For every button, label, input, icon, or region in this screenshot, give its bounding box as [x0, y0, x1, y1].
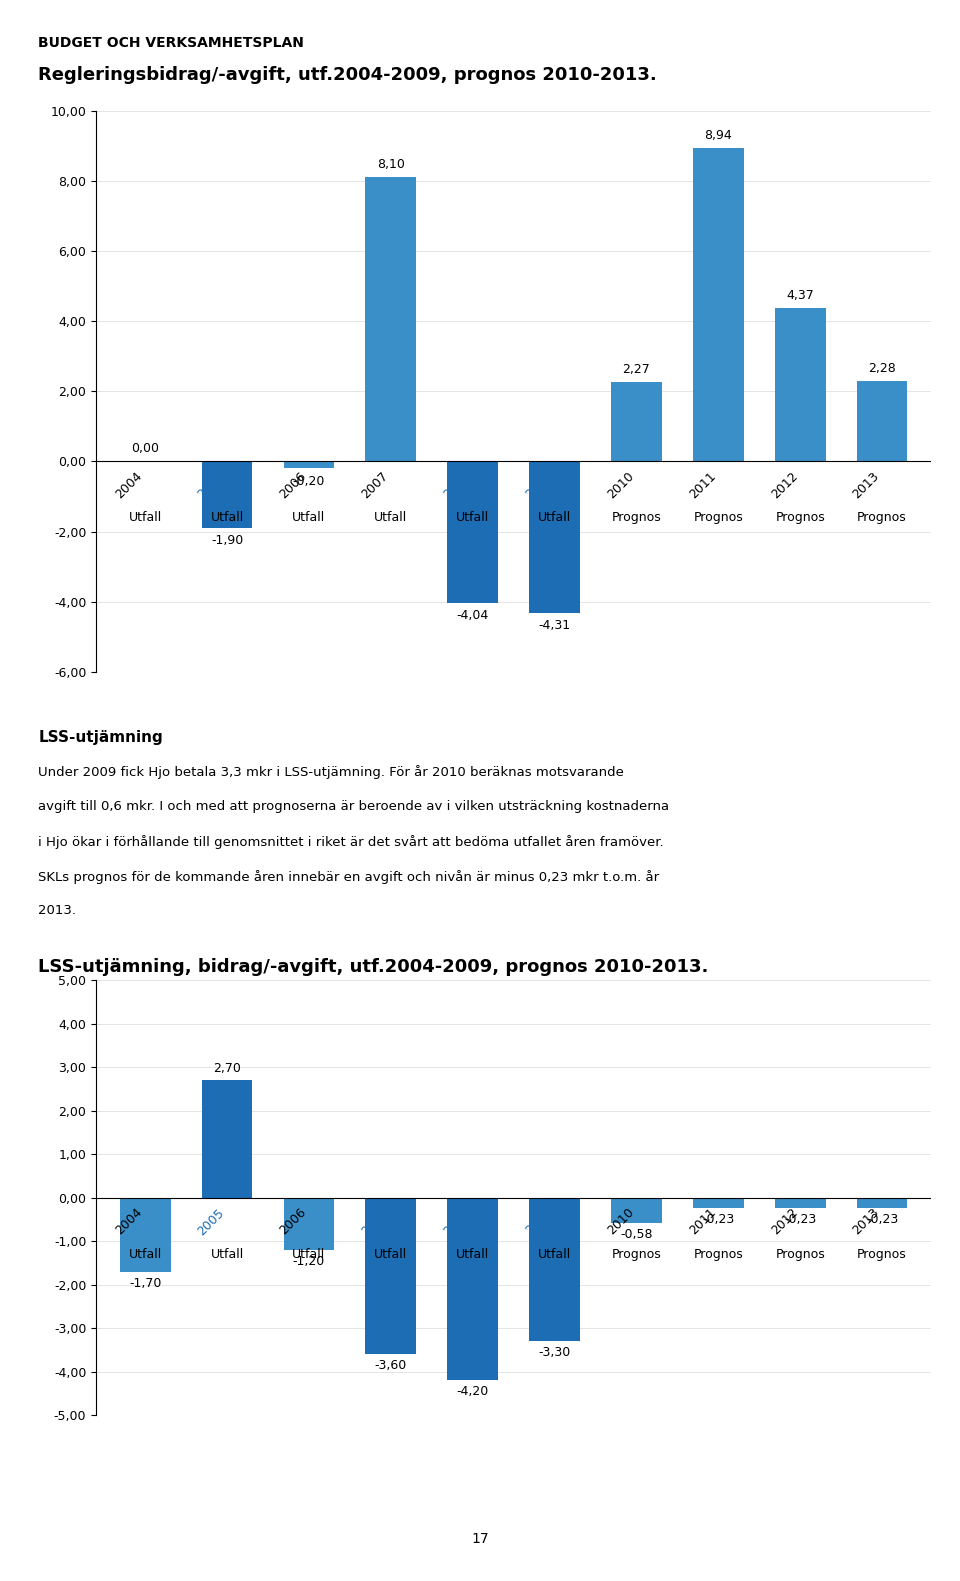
Text: -0,58: -0,58: [620, 1228, 653, 1241]
Bar: [202, 462, 252, 528]
Bar: [612, 1198, 661, 1222]
Text: 2013: 2013: [851, 470, 882, 501]
Text: Utfall: Utfall: [292, 512, 325, 525]
Text: Prognos: Prognos: [776, 1247, 825, 1260]
Text: -0,23: -0,23: [784, 1213, 816, 1225]
Text: -3,30: -3,30: [539, 1347, 570, 1360]
Text: 17: 17: [471, 1532, 489, 1546]
Text: -1,20: -1,20: [293, 1255, 325, 1268]
Text: Utfall: Utfall: [374, 1247, 407, 1260]
Text: 2,27: 2,27: [622, 362, 650, 376]
Text: -4,31: -4,31: [539, 618, 570, 632]
Text: 2,28: 2,28: [868, 362, 896, 375]
Text: Prognos: Prognos: [612, 512, 661, 525]
Text: Regleringsbidrag/-avgift, utf.2004-2009, prognos 2010-2013.: Regleringsbidrag/-avgift, utf.2004-2009,…: [38, 66, 658, 84]
Text: Utfall: Utfall: [129, 512, 161, 525]
Text: Prognos: Prognos: [693, 1247, 743, 1260]
Text: Prognos: Prognos: [857, 512, 907, 525]
Text: Prognos: Prognos: [612, 1247, 661, 1260]
Bar: [775, 1198, 826, 1208]
Bar: [202, 1080, 252, 1198]
Bar: [612, 383, 661, 462]
Bar: [120, 1198, 171, 1271]
Text: 2011: 2011: [686, 470, 718, 501]
Text: BUDGET OCH VERKSAMHETSPLAN: BUDGET OCH VERKSAMHETSPLAN: [38, 36, 304, 51]
Text: 2005: 2005: [195, 1206, 227, 1238]
Text: Utfall: Utfall: [456, 1247, 490, 1260]
Bar: [447, 1198, 498, 1380]
Text: 2009: 2009: [523, 1206, 555, 1238]
Text: 2010: 2010: [605, 470, 636, 501]
Bar: [447, 462, 498, 604]
Bar: [856, 1198, 907, 1208]
Text: Utfall: Utfall: [538, 512, 571, 525]
Text: Under 2009 fick Hjo betala 3,3 mkr i LSS-utjämning. För år 2010 beräknas motsvar: Under 2009 fick Hjo betala 3,3 mkr i LSS…: [38, 765, 624, 779]
Text: 2012: 2012: [769, 1206, 801, 1238]
Text: Prognos: Prognos: [693, 512, 743, 525]
Text: Utfall: Utfall: [129, 1247, 161, 1260]
Text: 2006: 2006: [277, 470, 309, 501]
Text: LSS-utjämning: LSS-utjämning: [38, 730, 163, 745]
Bar: [366, 177, 416, 462]
Text: 2010: 2010: [605, 1206, 636, 1238]
Text: -1,90: -1,90: [211, 534, 243, 547]
Text: Utfall: Utfall: [456, 512, 490, 525]
Bar: [693, 1198, 744, 1208]
Text: -0,23: -0,23: [702, 1213, 734, 1225]
Bar: [775, 308, 826, 462]
Text: -4,04: -4,04: [457, 610, 489, 623]
Text: 2005: 2005: [195, 470, 227, 501]
Text: Utfall: Utfall: [538, 1247, 571, 1260]
Bar: [529, 1198, 580, 1341]
Text: LSS-utjämning, bidrag/-avgift, utf.2004-2009, prognos 2010-2013.: LSS-utjämning, bidrag/-avgift, utf.2004-…: [38, 958, 708, 975]
Text: 4,37: 4,37: [786, 289, 814, 302]
Bar: [693, 149, 744, 462]
Text: -0,20: -0,20: [293, 474, 325, 489]
Text: 2,70: 2,70: [213, 1062, 241, 1075]
Text: 2007: 2007: [359, 470, 391, 501]
Text: 2013.: 2013.: [38, 904, 77, 917]
Text: 8,10: 8,10: [377, 158, 405, 171]
Text: 2012: 2012: [769, 470, 801, 501]
Bar: [529, 462, 580, 613]
Text: avgift till 0,6 mkr. I och med att prognoserna är beroende av i vilken utsträckn: avgift till 0,6 mkr. I och med att progn…: [38, 800, 669, 813]
Text: Utfall: Utfall: [292, 1247, 325, 1260]
Text: -3,60: -3,60: [374, 1360, 407, 1372]
Text: -4,20: -4,20: [457, 1385, 489, 1399]
Text: SKLs prognos för de kommande åren innebär en avgift och nivån är minus 0,23 mkr : SKLs prognos för de kommande åren innebä…: [38, 870, 660, 884]
Text: 2004: 2004: [113, 1206, 145, 1238]
Text: 8,94: 8,94: [705, 128, 732, 142]
Text: 2009: 2009: [523, 470, 555, 501]
Text: 2011: 2011: [686, 1206, 718, 1238]
Text: Utfall: Utfall: [210, 1247, 244, 1260]
Text: -0,23: -0,23: [866, 1213, 899, 1225]
Bar: [366, 1198, 416, 1353]
Text: 2004: 2004: [113, 470, 145, 501]
Text: Utfall: Utfall: [210, 512, 244, 525]
Text: -1,70: -1,70: [129, 1277, 161, 1290]
Text: 2008: 2008: [441, 470, 472, 501]
Text: 2006: 2006: [277, 1206, 309, 1238]
Text: i Hjo ökar i förhållande till genomsnittet i riket är det svårt att bedöma utfal: i Hjo ökar i förhållande till genomsnitt…: [38, 835, 664, 849]
Text: Prognos: Prognos: [776, 512, 825, 525]
Bar: [283, 1198, 334, 1249]
Text: 2013: 2013: [851, 1206, 882, 1238]
Text: 0,00: 0,00: [132, 443, 159, 455]
Bar: [856, 381, 907, 462]
Text: 2007: 2007: [359, 1206, 391, 1238]
Text: Utfall: Utfall: [374, 512, 407, 525]
Bar: [283, 462, 334, 468]
Text: Prognos: Prognos: [857, 1247, 907, 1260]
Text: 2008: 2008: [441, 1206, 472, 1238]
